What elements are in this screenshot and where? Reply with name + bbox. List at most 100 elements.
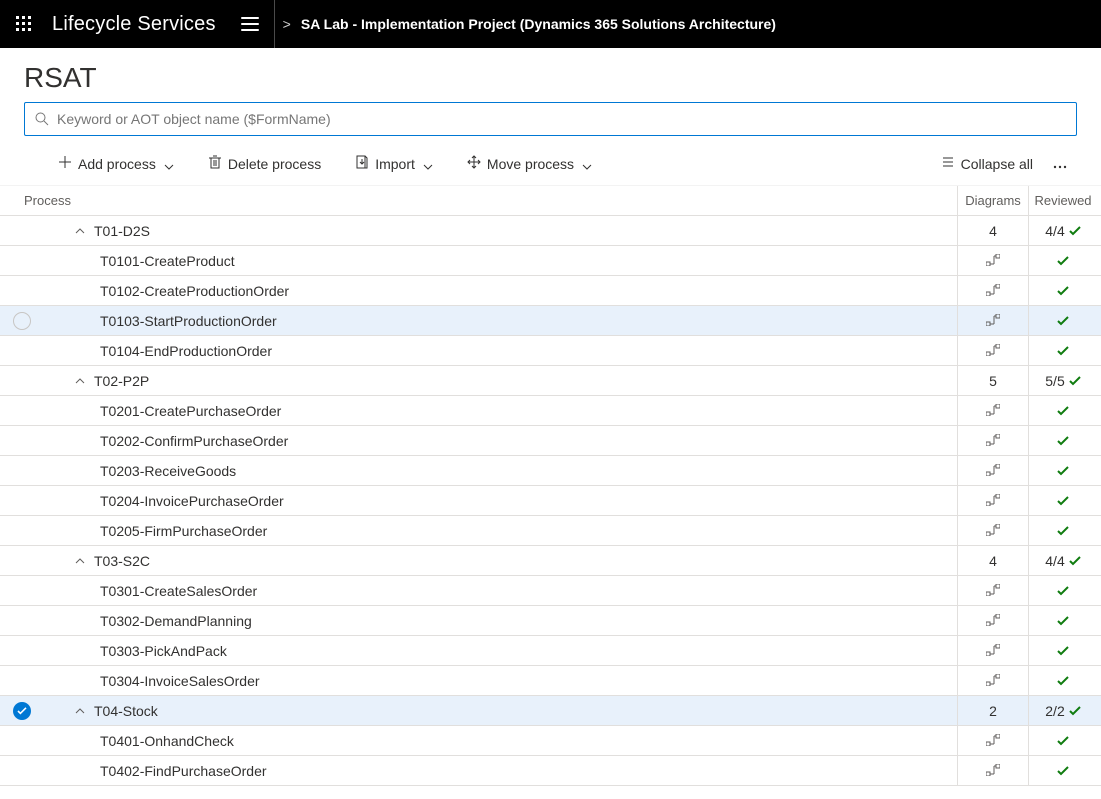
process-cell: T0205-FirmPurchaseOrder [44, 523, 957, 539]
diagrams-cell[interactable] [957, 516, 1029, 545]
column-process[interactable]: Process [24, 193, 957, 208]
diagrams-cell[interactable] [957, 756, 1029, 785]
column-reviewed[interactable]: Reviewed [1029, 186, 1101, 215]
chevron-up-icon[interactable] [74, 705, 86, 717]
add-process-button[interactable]: Add process [48, 142, 184, 186]
process-label: T0205-FirmPurchaseOrder [100, 523, 267, 539]
more-button[interactable] [1043, 156, 1077, 172]
search-box[interactable] [24, 102, 1077, 136]
process-label: T03-S2C [94, 553, 150, 569]
diagrams-cell[interactable]: 4 [957, 216, 1029, 245]
hamburger-menu-icon[interactable] [230, 4, 270, 44]
column-diagrams[interactable]: Diagrams [957, 186, 1029, 215]
process-label: T0301-CreateSalesOrder [100, 583, 257, 599]
process-item-row[interactable]: T0304-InvoiceSalesOrder [0, 666, 1101, 696]
chevron-down-icon [423, 159, 433, 169]
reviewed-cell: 5/5 [1029, 366, 1101, 395]
diagram-icon [986, 523, 1000, 539]
diagrams-count: 4 [989, 223, 997, 239]
chevron-up-icon[interactable] [74, 225, 86, 237]
process-group-row[interactable]: T04-Stock22/2 [0, 696, 1101, 726]
rows-container: T01-D2S44/4T0101-CreateProductT0102-Crea… [0, 216, 1101, 786]
check-icon [1057, 283, 1069, 299]
collapse-icon [941, 155, 955, 172]
delete-process-button[interactable]: Delete process [198, 142, 331, 186]
check-icon [1069, 223, 1081, 239]
project-name[interactable]: SA Lab - Implementation Project (Dynamic… [301, 16, 776, 32]
diagram-icon [986, 643, 1000, 659]
row-selector[interactable] [0, 312, 44, 330]
chevron-down-icon [164, 159, 174, 169]
diagrams-cell[interactable] [957, 456, 1029, 485]
diagrams-cell[interactable] [957, 726, 1029, 755]
process-item-row[interactable]: T0402-FindPurchaseOrder [0, 756, 1101, 786]
diagrams-cell[interactable]: 4 [957, 546, 1029, 575]
diagrams-cell[interactable] [957, 636, 1029, 665]
process-group-row[interactable]: T02-P2P55/5 [0, 366, 1101, 396]
process-cell: T03-S2C [44, 553, 957, 569]
collapse-all-button[interactable]: Collapse all [931, 142, 1043, 186]
process-cell: T0201-CreatePurchaseOrder [44, 403, 957, 419]
reviewed-cell [1029, 576, 1101, 605]
diagram-icon [986, 253, 1000, 269]
chevron-up-icon[interactable] [74, 555, 86, 567]
check-icon [1057, 673, 1069, 689]
diagrams-cell[interactable] [957, 246, 1029, 275]
reviewed-cell [1029, 246, 1101, 275]
process-item-row[interactable]: T0201-CreatePurchaseOrder [0, 396, 1101, 426]
app-title[interactable]: Lifecycle Services [52, 13, 216, 36]
diagrams-cell[interactable] [957, 306, 1029, 335]
check-icon [1057, 343, 1069, 359]
process-item-row[interactable]: T0204-InvoicePurchaseOrder [0, 486, 1101, 516]
process-item-row[interactable]: T0301-CreateSalesOrder [0, 576, 1101, 606]
process-item-row[interactable]: T0102-CreateProductionOrder [0, 276, 1101, 306]
process-item-row[interactable]: T0203-ReceiveGoods [0, 456, 1101, 486]
move-process-button[interactable]: Move process [457, 142, 602, 186]
process-cell: T0102-CreateProductionOrder [44, 283, 957, 299]
diagrams-cell[interactable] [957, 606, 1029, 635]
chevron-up-icon[interactable] [74, 375, 86, 387]
diagrams-cell[interactable] [957, 576, 1029, 605]
diagram-icon [986, 433, 1000, 449]
process-item-row[interactable]: T0303-PickAndPack [0, 636, 1101, 666]
diagrams-count: 2 [989, 703, 997, 719]
search-input[interactable] [57, 111, 1066, 127]
row-selector[interactable] [0, 702, 44, 720]
collapse-all-label: Collapse all [961, 156, 1033, 172]
process-cell: T0103-StartProductionOrder [44, 313, 957, 329]
add-process-label: Add process [78, 156, 156, 172]
reviewed-count: 2/2 [1045, 703, 1064, 719]
process-cell: T0302-DemandPlanning [44, 613, 957, 629]
diagrams-cell[interactable]: 2 [957, 696, 1029, 725]
process-label: T0203-ReceiveGoods [100, 463, 236, 479]
check-icon [1057, 493, 1069, 509]
app-launcher-icon[interactable] [10, 10, 38, 38]
import-button[interactable]: Import [345, 142, 443, 186]
diagrams-cell[interactable] [957, 666, 1029, 695]
process-item-row[interactable]: T0103-StartProductionOrder [0, 306, 1101, 336]
diagram-icon [986, 613, 1000, 629]
trash-icon [208, 155, 222, 172]
diagrams-cell[interactable] [957, 396, 1029, 425]
check-icon [1057, 253, 1069, 269]
process-item-row[interactable]: T0104-EndProductionOrder [0, 336, 1101, 366]
process-item-row[interactable]: T0101-CreateProduct [0, 246, 1101, 276]
process-item-row[interactable]: T0401-OnhandCheck [0, 726, 1101, 756]
check-icon [1069, 373, 1081, 389]
check-icon [1057, 463, 1069, 479]
diagrams-cell[interactable] [957, 486, 1029, 515]
diagrams-cell[interactable] [957, 336, 1029, 365]
process-item-row[interactable]: T0205-FirmPurchaseOrder [0, 516, 1101, 546]
reviewed-cell [1029, 606, 1101, 635]
process-item-row[interactable]: T0202-ConfirmPurchaseOrder [0, 426, 1101, 456]
diagrams-cell[interactable] [957, 426, 1029, 455]
diagrams-cell[interactable]: 5 [957, 366, 1029, 395]
check-icon [1057, 433, 1069, 449]
process-group-row[interactable]: T03-S2C44/4 [0, 546, 1101, 576]
topbar-divider [274, 0, 275, 48]
diagrams-cell[interactable] [957, 276, 1029, 305]
move-process-label: Move process [487, 156, 574, 172]
process-label: T01-D2S [94, 223, 150, 239]
process-item-row[interactable]: T0302-DemandPlanning [0, 606, 1101, 636]
process-group-row[interactable]: T01-D2S44/4 [0, 216, 1101, 246]
